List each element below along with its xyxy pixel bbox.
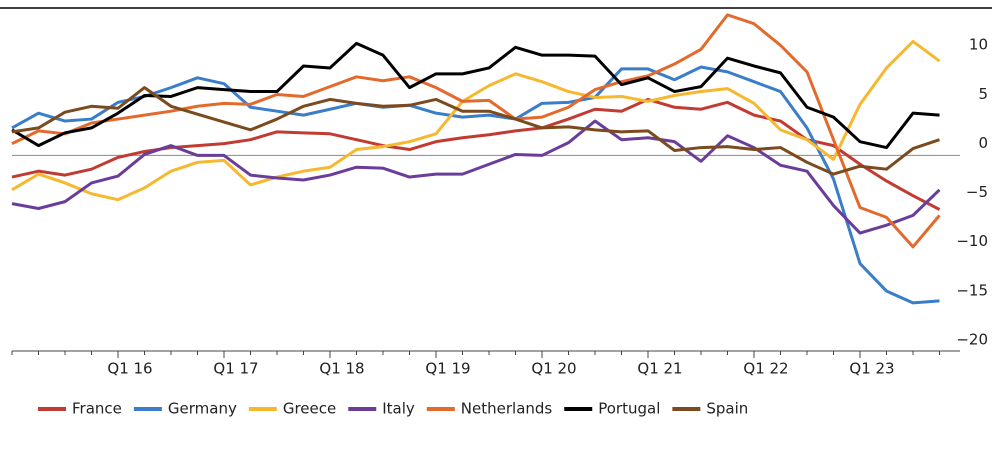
x-tick-label: Q1 20 bbox=[531, 360, 576, 378]
series-line bbox=[11, 119, 941, 235]
y-tick-label: −5 bbox=[966, 183, 988, 201]
series-line bbox=[11, 41, 940, 150]
x-tick-label: Q1 16 bbox=[107, 360, 152, 378]
legend-label: France bbox=[72, 400, 122, 418]
legend-label: Spain bbox=[706, 400, 748, 418]
series-line bbox=[11, 86, 940, 176]
y-tick-label: 10 bbox=[969, 36, 988, 54]
series-line bbox=[11, 13, 941, 249]
y-tick-label: −15 bbox=[956, 281, 988, 299]
y-tick-label: −20 bbox=[956, 331, 988, 349]
y-tick-label: −10 bbox=[956, 232, 988, 250]
y-tick-label: 5 bbox=[978, 85, 988, 103]
legend-label: Greece bbox=[283, 400, 336, 418]
legend-label: Germany bbox=[168, 400, 237, 418]
x-tick-label: Q1 19 bbox=[425, 360, 470, 378]
x-tick-label: Q1 21 bbox=[637, 360, 682, 378]
x-tick-label: Q1 17 bbox=[213, 360, 258, 378]
legend-label: Italy bbox=[382, 400, 415, 418]
series-line bbox=[11, 65, 940, 305]
x-tick-label: Q1 22 bbox=[743, 360, 788, 378]
legend-label: Portugal bbox=[598, 400, 660, 418]
x-tick-label: Q1 23 bbox=[849, 360, 894, 378]
legend-label: Netherlands bbox=[461, 400, 553, 418]
series-line bbox=[11, 39, 941, 202]
x-tick-label: Q1 18 bbox=[319, 360, 364, 378]
y-tick-label: 0 bbox=[978, 134, 988, 152]
